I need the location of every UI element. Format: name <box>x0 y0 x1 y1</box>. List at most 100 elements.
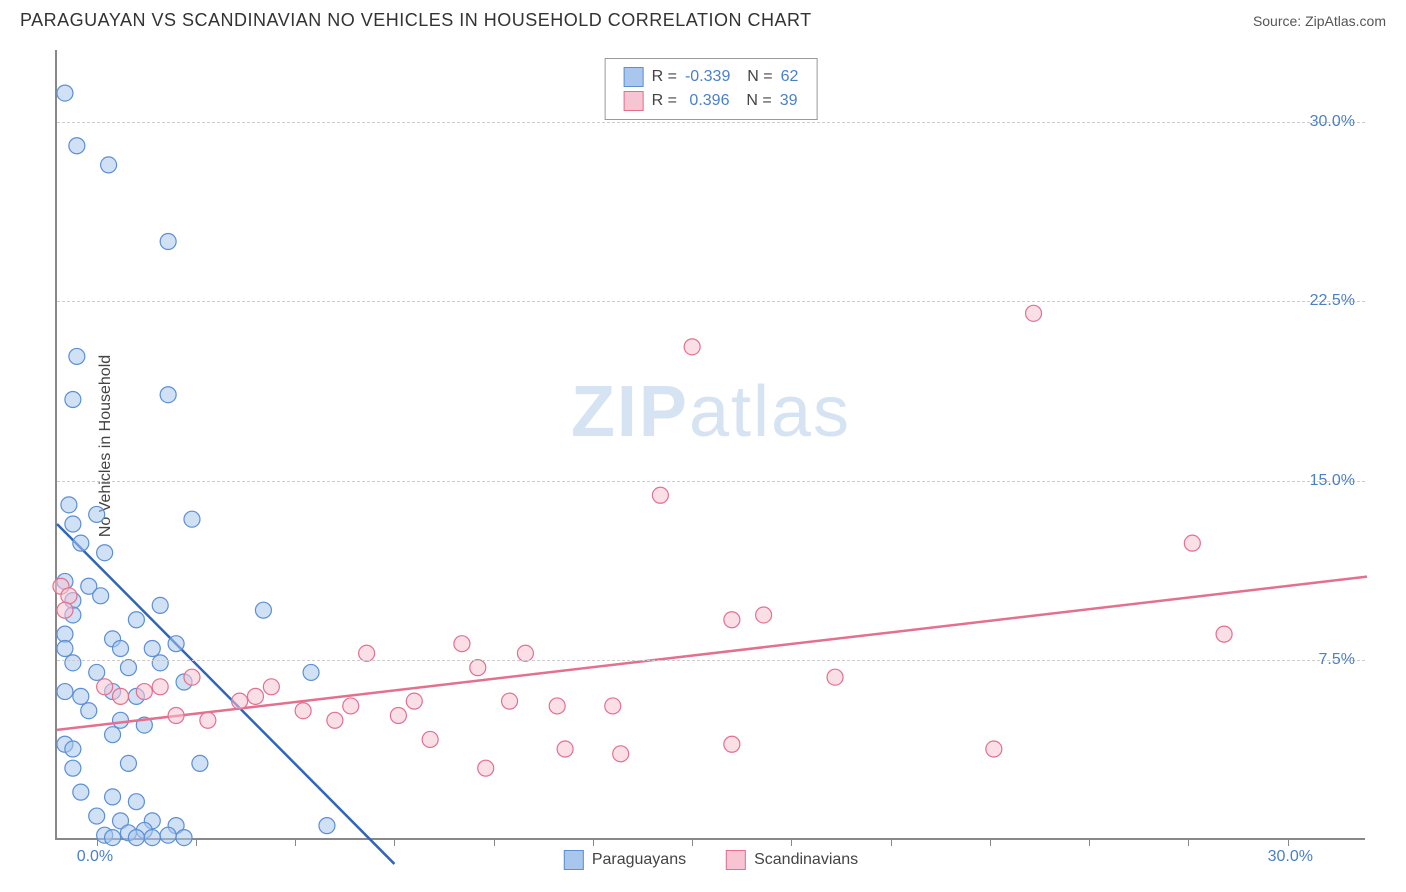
chart-title: PARAGUAYAN VS SCANDINAVIAN NO VEHICLES I… <box>20 10 812 31</box>
data-point <box>502 693 518 709</box>
data-point <box>57 684 73 700</box>
grid-line <box>57 481 1365 482</box>
legend-swatch-1 <box>726 850 746 870</box>
data-point <box>470 660 486 676</box>
legend-item-1: Scandinavians <box>726 850 858 870</box>
stats-row-series-0: R = -0.339 N = 62 <box>624 65 799 89</box>
data-point <box>390 708 406 724</box>
data-point <box>57 85 73 101</box>
data-point <box>69 348 85 364</box>
data-point <box>263 679 279 695</box>
chart-plot-area: ZIPatlas R = -0.339 N = 62 R = 0.396 N =… <box>55 50 1365 840</box>
swatch-series-0 <box>624 67 644 87</box>
data-point <box>144 640 160 656</box>
data-point <box>97 679 113 695</box>
data-point <box>69 138 85 154</box>
data-point <box>120 755 136 771</box>
data-point <box>57 602 73 618</box>
data-point <box>105 727 121 743</box>
data-point <box>1216 626 1232 642</box>
data-point <box>160 387 176 403</box>
data-point <box>97 545 113 561</box>
scatter-plot-svg <box>57 50 1365 838</box>
data-point <box>1184 535 1200 551</box>
stats-row-series-1: R = 0.396 N = 39 <box>624 89 799 113</box>
data-point <box>327 712 343 728</box>
data-point <box>192 755 208 771</box>
x-tick <box>196 838 197 846</box>
data-point <box>61 497 77 513</box>
data-point <box>57 626 73 642</box>
data-point <box>184 669 200 685</box>
stat-r-1: 0.396 <box>685 92 730 110</box>
x-tick <box>791 838 792 846</box>
data-point <box>168 636 184 652</box>
y-tick-label: 7.5% <box>1319 651 1355 669</box>
data-point <box>168 708 184 724</box>
stat-n-label: N = <box>737 92 771 110</box>
data-point <box>406 693 422 709</box>
data-point <box>57 640 73 656</box>
data-point <box>81 703 97 719</box>
x-tick <box>593 838 594 846</box>
y-tick-label: 15.0% <box>1310 472 1355 490</box>
x-tick <box>990 838 991 846</box>
data-point <box>61 588 77 604</box>
data-point <box>65 655 81 671</box>
bottom-legend: Paraguayans Scandinavians <box>564 850 858 870</box>
legend-label-0: Paraguayans <box>592 851 686 869</box>
grid-line <box>57 301 1365 302</box>
stat-r-label: R = <box>652 92 677 110</box>
data-point <box>303 664 319 680</box>
data-point <box>101 157 117 173</box>
data-point <box>319 818 335 834</box>
data-point <box>73 688 89 704</box>
data-point <box>1026 305 1042 321</box>
data-point <box>93 588 109 604</box>
x-tick <box>295 838 296 846</box>
source-attribution: Source: ZipAtlas.com <box>1253 13 1386 29</box>
data-point <box>454 636 470 652</box>
data-point <box>343 698 359 714</box>
data-point <box>605 698 621 714</box>
x-tick <box>1188 838 1189 846</box>
data-point <box>65 760 81 776</box>
data-point <box>120 660 136 676</box>
data-point <box>128 612 144 628</box>
swatch-series-1 <box>624 91 644 111</box>
stat-n-1: 39 <box>780 92 798 110</box>
data-point <box>128 794 144 810</box>
legend-swatch-0 <box>564 850 584 870</box>
data-point <box>105 830 121 846</box>
x-tick <box>97 838 98 846</box>
grid-line <box>57 122 1365 123</box>
x-tick <box>692 838 693 846</box>
data-point <box>89 808 105 824</box>
data-point <box>160 827 176 843</box>
data-point <box>549 698 565 714</box>
data-point <box>152 655 168 671</box>
data-point <box>478 760 494 776</box>
data-point <box>724 612 740 628</box>
data-point <box>652 487 668 503</box>
data-point <box>724 736 740 752</box>
regression-line-1 <box>57 577 1367 730</box>
data-point <box>73 784 89 800</box>
data-point <box>200 712 216 728</box>
x-tick <box>394 838 395 846</box>
stats-legend-box: R = -0.339 N = 62 R = 0.396 N = 39 <box>605 58 818 120</box>
data-point <box>176 830 192 846</box>
x-tick-label: 30.0% <box>1268 848 1313 866</box>
data-point <box>113 712 129 728</box>
data-point <box>517 645 533 661</box>
data-point <box>422 731 438 747</box>
data-point <box>89 506 105 522</box>
data-point <box>136 684 152 700</box>
data-point <box>160 234 176 250</box>
data-point <box>232 693 248 709</box>
x-tick <box>494 838 495 846</box>
grid-line <box>57 660 1365 661</box>
data-point <box>359 645 375 661</box>
legend-label-1: Scandinavians <box>754 851 858 869</box>
stat-r-label: R = <box>652 68 677 86</box>
